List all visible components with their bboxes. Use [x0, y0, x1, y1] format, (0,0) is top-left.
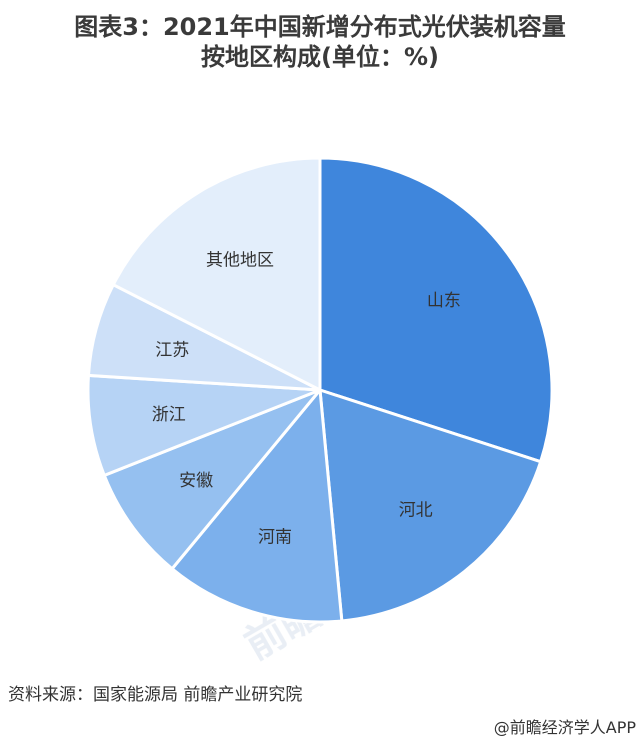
- pie-label-2: 河北: [399, 501, 433, 521]
- pie-slice-5: [86, 373, 321, 478]
- chart-title-line2: 按地区构成(单位：%): [201, 43, 439, 71]
- pie-slice-2: [318, 387, 543, 623]
- chart-title-line1: 图表3：2021年中国新增分布式光伏装机容量: [74, 13, 566, 41]
- pie-label-6: 江苏: [155, 341, 189, 361]
- pie-label-4: 安徽: [179, 471, 213, 491]
- source-note: 资料来源：国家能源局 前瞻产业研究院: [8, 685, 303, 705]
- pie-label-3: 河南: [258, 527, 292, 547]
- credit-note: @前瞻经济学人APP: [493, 718, 636, 737]
- pie-slices: [86, 156, 554, 624]
- pie-label-7: 其他地区: [206, 250, 274, 270]
- pie-slice-7: [111, 156, 322, 393]
- chart-title: 图表3：2021年中国新增分布式光伏装机容量 按地区构成(单位：%): [0, 12, 640, 72]
- pie-label-1: 山东: [427, 291, 461, 311]
- pie-slice-1: [318, 156, 554, 464]
- pie-slice-4: [102, 388, 322, 571]
- pie-label-5: 浙江: [152, 405, 186, 425]
- pie-slice-3: [170, 386, 344, 624]
